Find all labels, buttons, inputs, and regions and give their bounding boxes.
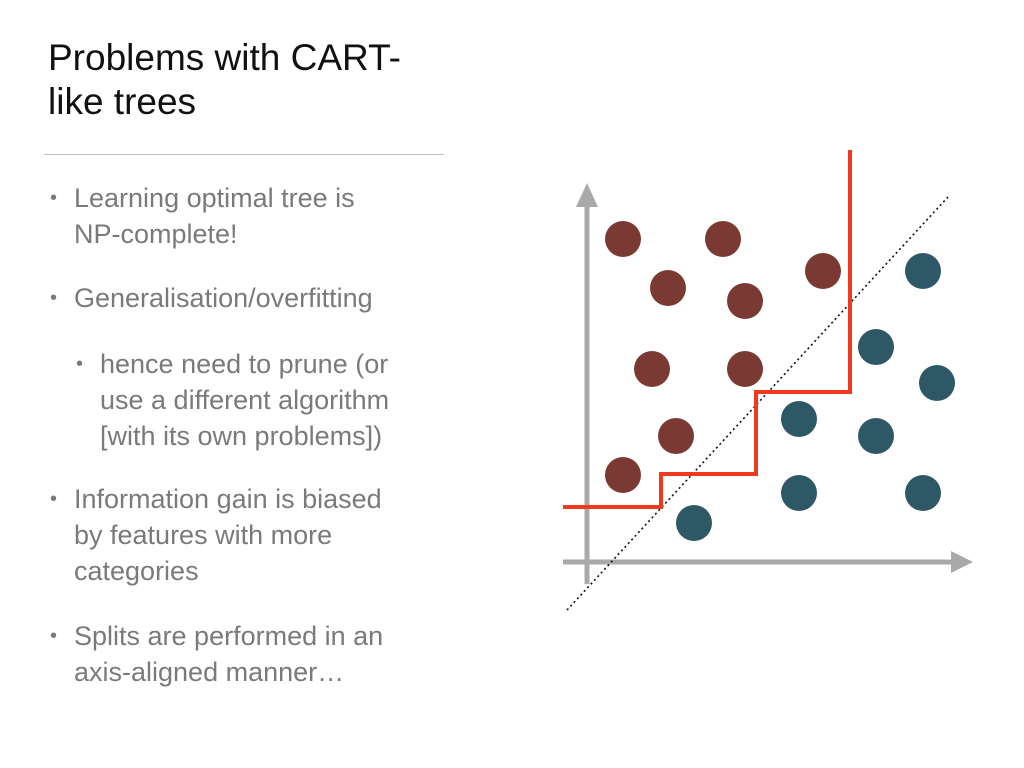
bullet-text-line: by features with more — [74, 520, 333, 550]
bullet-marker-icon: • — [50, 625, 58, 647]
slide-title-line-1: Problems with CART- — [48, 37, 401, 78]
class-a-point — [634, 351, 670, 387]
axis-aligned-tree-boundary — [563, 150, 852, 509]
sub-bullet-need-to-prune: • hence need to prune (or use a differen… — [76, 346, 480, 454]
bullet-text-line: Information gain is biased — [74, 484, 382, 514]
bullet-text-line: Learning optimal tree is — [74, 183, 355, 213]
class-b-point — [781, 401, 817, 437]
bullet-text-line: axis-aligned manner… — [74, 657, 345, 687]
slide-title: Problems with CART- like trees — [48, 36, 468, 125]
class-b-point — [781, 475, 817, 511]
class-a-point — [605, 457, 641, 493]
bullet-text-line: NP-complete! — [74, 219, 238, 249]
title-divider — [44, 154, 444, 155]
class-a-point — [727, 351, 763, 387]
bullet-marker-icon: • — [76, 353, 84, 375]
bullet-marker-icon: • — [50, 488, 58, 510]
bullet-marker-icon: • — [50, 187, 58, 209]
class-a-point — [605, 221, 641, 257]
bullet-marker-icon: • — [50, 287, 58, 309]
bullet-text-line: [with its own problems]) — [100, 421, 383, 451]
class-b-point — [919, 365, 955, 401]
class-b-point — [858, 329, 894, 365]
class-a-point — [658, 418, 694, 454]
class-a-point — [805, 253, 841, 289]
class-a-point — [650, 270, 686, 306]
bullet-text-line: hence need to prune (or — [100, 349, 389, 379]
class-b-point — [905, 253, 941, 289]
bullet-generalisation-overfitting: • Generalisation/overfitting — [50, 280, 454, 316]
bullet-text-line: use a different algorithm — [100, 385, 390, 415]
bullet-information-gain-bias: • Information gain is biased by features… — [50, 481, 454, 589]
bullet-optimal-tree-np-complete: • Learning optimal tree is NP-complete! — [50, 180, 454, 252]
class-a-point — [705, 221, 741, 257]
x-axis-arrow-icon — [951, 551, 973, 573]
y-axis-arrow-icon — [576, 183, 598, 207]
class-b-point — [858, 418, 894, 454]
bullet-text-line: Generalisation/overfitting — [74, 283, 373, 313]
bullet-axis-aligned-splits: • Splits are performed in an axis-aligne… — [50, 618, 454, 690]
class-a-point — [727, 283, 763, 319]
slide-title-line-2: like trees — [48, 81, 197, 123]
bullet-text-line: Splits are performed in an — [74, 621, 384, 651]
class-b-point — [905, 475, 941, 511]
bullet-text-line: categories — [74, 556, 199, 586]
class-b-point — [676, 505, 712, 541]
